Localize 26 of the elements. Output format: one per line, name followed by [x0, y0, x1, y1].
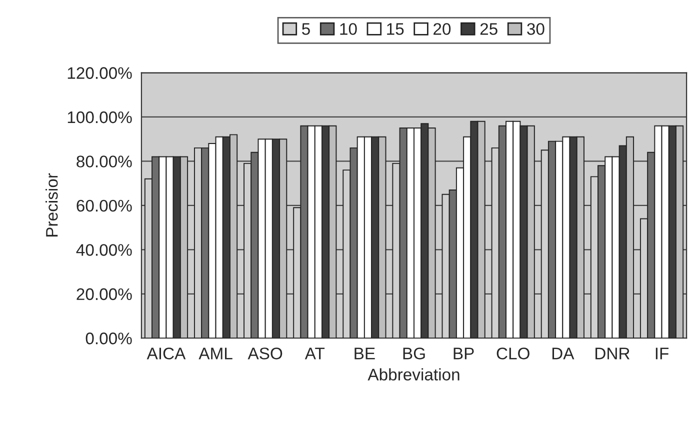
x-tick-label: AML	[198, 348, 232, 360]
y-tick-label: 60.00%	[76, 200, 132, 212]
y-tick-label: 120.00%	[68, 67, 132, 79]
y-tick-label: 20.00%	[76, 288, 132, 300]
x-tick-label: IF	[656, 348, 669, 360]
legend-label: 20	[434, 23, 451, 35]
x-tick-label: ASO	[248, 348, 282, 360]
y-tick-label: 40.00%	[76, 244, 132, 256]
legend-label: 30	[527, 23, 544, 35]
legend-label: 5	[302, 23, 310, 35]
y-tick-label: 100.00%	[68, 111, 132, 124]
x-tick-label: AICA	[146, 348, 186, 360]
y-axis-title: Precisior	[46, 173, 58, 236]
x-tick-label: CLO	[496, 348, 530, 360]
x-axis-title: Abbreviation	[368, 368, 460, 380]
y-tick-label: 0.00%	[86, 332, 132, 344]
x-tick-label: BG	[403, 348, 425, 360]
y-tick-label: 80.00%	[76, 156, 132, 168]
x-tick-label: BP	[454, 348, 474, 360]
legend-label: 10	[340, 23, 357, 35]
x-tick-label: AT	[304, 348, 325, 360]
x-tick-label: DNR	[596, 348, 630, 360]
x-tick-label: DA	[552, 348, 574, 360]
x-tick-label: BE	[354, 348, 375, 360]
legend-label: 15	[387, 23, 404, 35]
legend-label: 25	[480, 23, 498, 35]
